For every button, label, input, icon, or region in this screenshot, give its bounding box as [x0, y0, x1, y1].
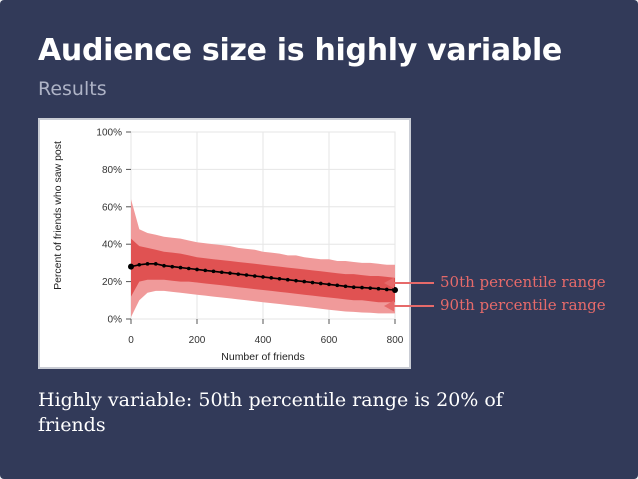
median-point — [376, 286, 381, 291]
median-point — [195, 267, 199, 272]
median-point — [252, 274, 257, 278]
x-tick-label: 600 — [321, 335, 338, 346]
median-point — [294, 278, 298, 283]
slide-caption: Highly variable: 50th percentile range i… — [38, 389, 503, 436]
annotation-50th: 50th percentile range — [440, 273, 606, 291]
median-point — [211, 269, 216, 274]
median-point — [162, 263, 166, 268]
median-point — [137, 262, 142, 267]
median-point — [153, 262, 158, 266]
median-point — [269, 276, 274, 280]
median-point — [236, 272, 241, 276]
median-point — [384, 287, 389, 292]
median-point — [170, 264, 175, 269]
slide-title: Audience size is highly variable — [38, 33, 562, 68]
median-point — [228, 271, 232, 275]
median-point — [285, 277, 290, 282]
chart-panel: 0% 20% 40% 60% 80% 100% 0 200 400 600 800 Number o… — [38, 118, 411, 369]
median-point — [178, 265, 183, 270]
arrow-90th-icon — [384, 300, 434, 312]
x-tick-label: 200 — [189, 335, 206, 346]
band-50th-percentile — [131, 238, 395, 303]
y-tick-label: 20% — [102, 277, 122, 288]
y-axis-title: Percent of friends who saw post — [52, 141, 64, 290]
median-point — [128, 263, 134, 270]
y-tick-label: 100% — [96, 128, 122, 139]
median-point — [335, 283, 340, 288]
median-line-group — [128, 262, 398, 294]
x-axis-title: Number of friends — [221, 351, 304, 363]
median-point — [261, 275, 265, 279]
median-point — [392, 287, 398, 294]
y-tick-label: 0% — [108, 315, 123, 326]
median-point — [343, 284, 348, 289]
y-tick-label: 80% — [102, 165, 122, 176]
median-point — [327, 282, 331, 287]
x-tick-label: 400 — [255, 335, 272, 346]
ticks: 0% 20% 40% 60% 80% 100% 0 200 400 600 800 — [96, 128, 403, 347]
arrow-50th-icon — [384, 277, 434, 289]
y-tick-label: 60% — [102, 202, 122, 213]
median-point — [244, 273, 249, 277]
x-tick-label: 0 — [128, 335, 134, 346]
median-point — [302, 279, 307, 284]
median-point — [277, 276, 282, 281]
median-point — [186, 266, 191, 271]
median-point — [145, 262, 150, 266]
slide-subtitle: Results — [38, 78, 107, 100]
median-point — [219, 270, 224, 275]
y-tick-label: 40% — [102, 240, 122, 251]
bands — [131, 199, 395, 318]
median-point — [351, 285, 356, 290]
x-tick-label: 800 — [387, 335, 404, 346]
median-point — [203, 268, 208, 273]
audience-chart: 0% 20% 40% 60% 80% 100% 0 200 400 600 800 Number o… — [52, 128, 404, 364]
median-point — [318, 281, 323, 286]
median-point — [368, 286, 373, 290]
median-point — [360, 285, 364, 290]
annotation-90th: 90th percentile range — [440, 296, 606, 314]
median-point — [310, 280, 315, 285]
